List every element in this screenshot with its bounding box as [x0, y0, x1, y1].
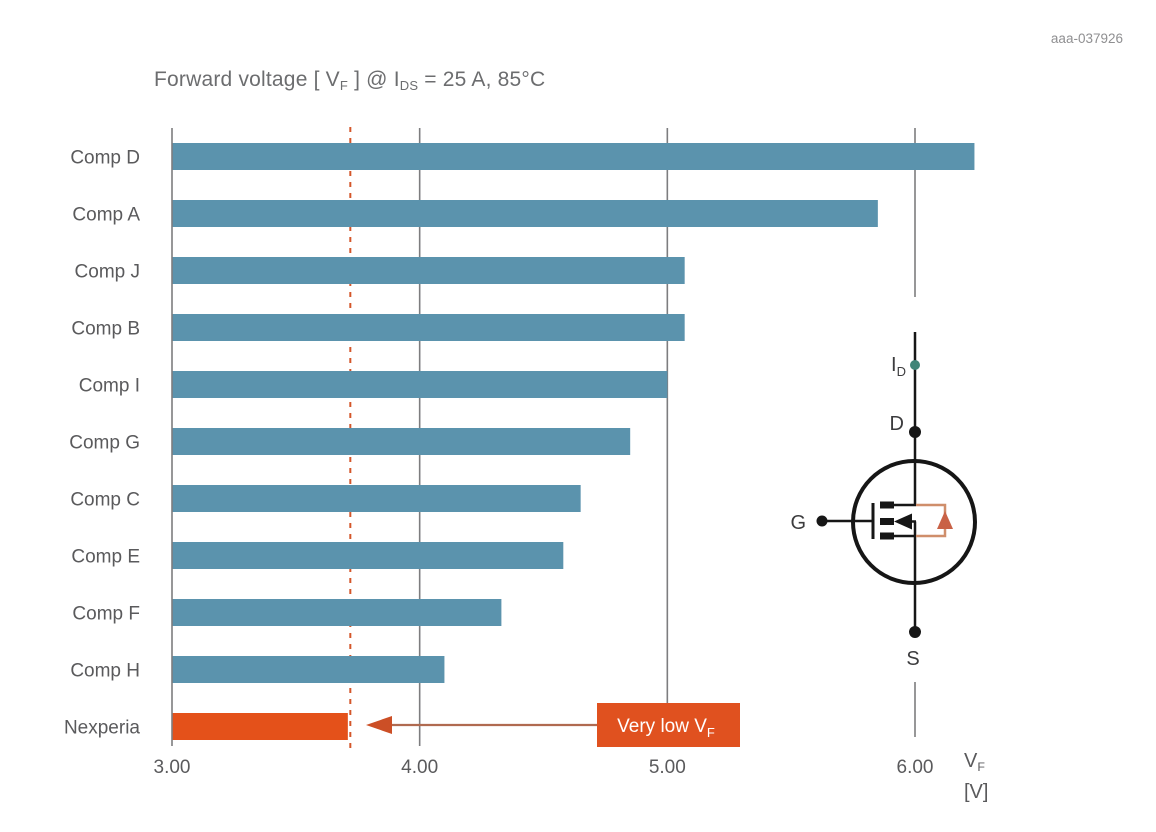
bar-comp-j: [172, 257, 685, 284]
mosfet-arrow-icon: [894, 513, 912, 530]
bar-comp-f: [172, 599, 502, 626]
category-label: Comp B: [71, 319, 140, 340]
current-label: ID: [891, 354, 906, 379]
x-tick-label: 4.00: [401, 757, 438, 778]
category-label: Comp A: [72, 205, 140, 226]
drain-label: D: [890, 413, 904, 435]
title-suffix: = 25 A, 85°C: [418, 68, 546, 91]
x-axis-symbol-subscript: F: [977, 759, 985, 774]
x-axis-symbol: V: [964, 750, 978, 772]
category-label: Comp F: [72, 604, 140, 625]
current-label-main: I: [891, 354, 897, 376]
category-label: Comp J: [75, 262, 140, 283]
drain-node-dot: [909, 426, 921, 438]
annotation-text: Very low V: [617, 716, 707, 737]
category-label: Comp D: [70, 148, 140, 169]
annotation-group: Very low VF: [366, 703, 740, 747]
source-label: S: [906, 648, 919, 670]
document-id: aaa-037926: [1050, 31, 1123, 46]
current-label-subscript: D: [897, 364, 906, 379]
title-subscript-f: F: [339, 78, 349, 94]
bar-comp-g: [172, 428, 631, 455]
mosfet-symbol: ID D G S: [790, 332, 977, 670]
gate-node-dot: [816, 515, 828, 527]
x-tick-label: 5.00: [649, 757, 686, 778]
bar-comp-b: [172, 314, 685, 341]
bar-chart-layer: 3.00 4.00 5.00 6.00 Comp D Comp A Comp J Comp B…: [64, 127, 975, 778]
x-tick-label: 3.00: [154, 757, 191, 778]
title-mid: ] @ I: [348, 68, 400, 91]
source-node-dot: [909, 626, 921, 638]
current-probe-dot: [910, 360, 920, 370]
chart-title: Forward voltage [ VF ] @ IDS = 25 A, 85°…: [154, 68, 545, 93]
annotation-label: Very low VF: [617, 716, 715, 740]
annotation-subscript: F: [707, 725, 715, 740]
category-label: Comp H: [70, 661, 140, 682]
bar-comp-i: [172, 371, 668, 398]
bar-comp-e: [172, 542, 564, 569]
bar-comp-c: [172, 485, 581, 512]
annotation-box: [597, 703, 740, 747]
body-diode-icon: [937, 511, 953, 529]
title-prefix: Forward voltage [ V: [154, 68, 340, 91]
annotation-arrowhead-icon: [366, 716, 392, 734]
bar-nexperia: [172, 713, 348, 740]
title-subscript-ids: DS: [399, 78, 419, 94]
bar-comp-d: [172, 143, 975, 170]
x-tick-label: 6.00: [897, 757, 934, 778]
category-label: Nexperia: [64, 718, 140, 739]
x-axis-unit: [V]: [964, 780, 989, 803]
category-label: Comp C: [70, 490, 140, 511]
category-label: Comp G: [69, 433, 140, 454]
gate-label: G: [790, 512, 806, 534]
x-axis-unit-label: VF [V]: [964, 749, 988, 805]
bar-comp-a: [172, 200, 878, 227]
category-label: Comp I: [79, 376, 140, 397]
category-label: Comp E: [71, 547, 140, 568]
bar-comp-h: [172, 656, 445, 683]
